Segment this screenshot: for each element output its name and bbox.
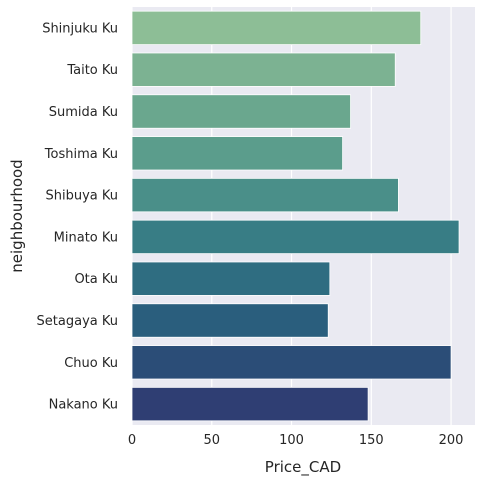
bar bbox=[131, 136, 343, 171]
x-axis-label: Price_CAD bbox=[265, 458, 341, 477]
y-tick-label: Shibuya Ku bbox=[45, 189, 118, 204]
x-tick-label: 150 bbox=[359, 433, 384, 448]
x-tick-label: 100 bbox=[279, 433, 304, 448]
bar bbox=[131, 261, 331, 296]
bar bbox=[131, 177, 399, 213]
y-axis-label: neighbourhood bbox=[8, 159, 26, 272]
bars bbox=[131, 10, 460, 422]
y-tick-label: Setagaya Ku bbox=[37, 314, 118, 329]
y-tick-label: Chuo Ku bbox=[64, 356, 118, 371]
y-tick-label: Ota Ku bbox=[74, 272, 118, 287]
bar bbox=[131, 52, 396, 87]
bar bbox=[131, 345, 452, 380]
y-tick-label: Toshima Ku bbox=[44, 147, 118, 162]
y-tick-label: Taito Ku bbox=[66, 63, 118, 78]
bar bbox=[131, 303, 329, 338]
category-labels: Shinjuku Ku Taito Ku Sumida Ku Toshima Ku Sh… bbox=[37, 21, 118, 412]
bar bbox=[131, 94, 351, 129]
y-tick-label: Minato Ku bbox=[54, 230, 118, 245]
bar bbox=[131, 10, 422, 46]
y-tick-label: Sumida Ku bbox=[49, 105, 118, 120]
x-tick-label: 50 bbox=[203, 433, 220, 448]
y-tick-label: Shinjuku Ku bbox=[42, 21, 118, 36]
x-tick-labels: 0 50 100 150 200 bbox=[128, 433, 464, 448]
bar bbox=[131, 219, 460, 255]
y-tick-label: Nakano Ku bbox=[49, 398, 118, 413]
x-tick-label: 200 bbox=[439, 433, 464, 448]
x-tick-label: 0 bbox=[128, 433, 136, 448]
bar bbox=[131, 386, 369, 422]
